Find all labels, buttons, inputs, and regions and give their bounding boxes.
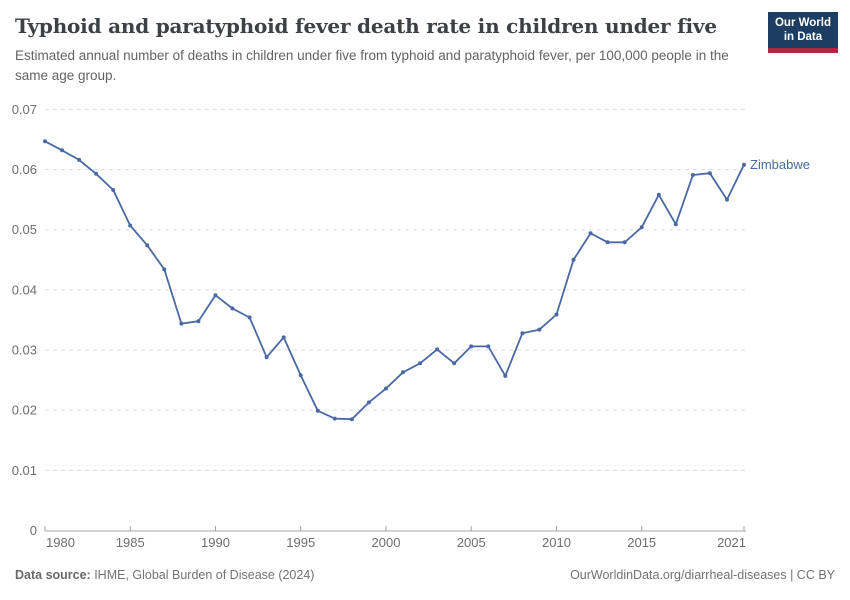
- data-point-marker: [673, 222, 678, 227]
- data-point-marker: [94, 171, 99, 176]
- x-axis-tick-label: 1990: [201, 535, 230, 550]
- data-point-marker: [230, 306, 235, 311]
- chart-footer: Data source: IHME, Global Burden of Dise…: [15, 568, 835, 582]
- page-title: Typhoid and paratyphoid fever death rate…: [15, 14, 717, 38]
- data-point-marker: [264, 355, 269, 360]
- x-axis-tick-label: 2015: [627, 535, 656, 550]
- data-point-marker: [179, 321, 184, 326]
- x-axis-tick-label: 1995: [286, 535, 315, 550]
- data-point-marker: [77, 157, 82, 162]
- data-point-marker: [520, 331, 525, 336]
- chart-subtitle: Estimated annual number of deaths in chi…: [15, 48, 729, 84]
- y-axis-tick-label: 0.03: [12, 343, 37, 358]
- data-point-marker: [571, 257, 576, 262]
- data-point-marker: [384, 386, 388, 391]
- x-axis-tick-label: 2000: [372, 535, 401, 550]
- data-point-marker: [588, 231, 593, 236]
- data-point-marker: [128, 223, 133, 228]
- data-point-marker: [315, 408, 320, 413]
- data-point-marker: [503, 373, 508, 378]
- data-point-marker: [281, 335, 286, 340]
- y-axis-tick-label: 0.01: [12, 463, 37, 478]
- y-axis-tick-label: 0: [30, 523, 37, 538]
- data-point-marker: [332, 416, 337, 421]
- data-point-marker: [622, 240, 627, 245]
- data-point-marker: [554, 312, 559, 317]
- data-point-marker: [469, 344, 474, 349]
- series-end-label: Zimbabwe: [750, 157, 810, 172]
- y-axis-tick-label: 0.04: [12, 282, 37, 297]
- data-point-marker: [435, 347, 440, 352]
- data-point-marker: [349, 417, 354, 422]
- x-axis-tick-label: 2010: [542, 535, 571, 550]
- data-point-marker: [213, 293, 218, 298]
- owid-logo: Our World in Data: [767, 12, 838, 53]
- x-axis-tick-label: 2005: [457, 535, 486, 550]
- data-point-marker: [725, 197, 729, 202]
- chart-header: Typhoid and paratyphoid fever death rate…: [15, 14, 760, 87]
- data-line: [44, 140, 745, 421]
- owid-logo-line1: Our World: [774, 17, 831, 29]
- data-point-marker: [656, 192, 661, 197]
- data-point-marker: [43, 139, 47, 144]
- y-axis-tick-label: 0.02: [12, 403, 37, 418]
- data-point-marker: [196, 319, 201, 324]
- data-point-marker: [690, 173, 695, 177]
- data-point-marker: [418, 361, 423, 366]
- data-point-marker: [247, 315, 252, 320]
- data-point-marker: [537, 327, 542, 332]
- data-source: Data source: IHME, Global Burden of Dise…: [15, 568, 314, 582]
- x-axis-tick-label: 1985: [116, 535, 145, 550]
- data-point-marker: [111, 188, 116, 192]
- data-point-marker: [366, 400, 371, 405]
- x-axis-tick-label: 2021: [717, 535, 746, 550]
- credit-link[interactable]: OurWorldinData.org/diarrheal-diseases | …: [570, 568, 835, 582]
- x-axis-tick-label: 1980: [46, 535, 75, 550]
- y-axis-tick-label: 0.07: [12, 102, 37, 117]
- data-point-marker: [452, 361, 457, 366]
- data-point-marker: [742, 162, 746, 167]
- data-point-marker: [60, 148, 64, 153]
- data-point-marker: [401, 370, 405, 375]
- data-point-marker: [145, 243, 150, 248]
- data-point-marker: [605, 240, 610, 245]
- y-axis-tick-label: 0.05: [12, 222, 37, 237]
- data-point-marker: [639, 225, 644, 230]
- y-axis-tick-label: 0.06: [12, 162, 37, 177]
- data-source-text: IHME, Global Burden of Disease (2024): [90, 568, 315, 582]
- data-source-label: Data source:: [15, 568, 91, 582]
- data-point-marker: [486, 344, 491, 349]
- owid-logo-line2: in Data: [783, 30, 823, 43]
- data-point-marker: [298, 373, 303, 378]
- data-point-marker: [162, 267, 167, 272]
- data-point-marker: [707, 171, 712, 176]
